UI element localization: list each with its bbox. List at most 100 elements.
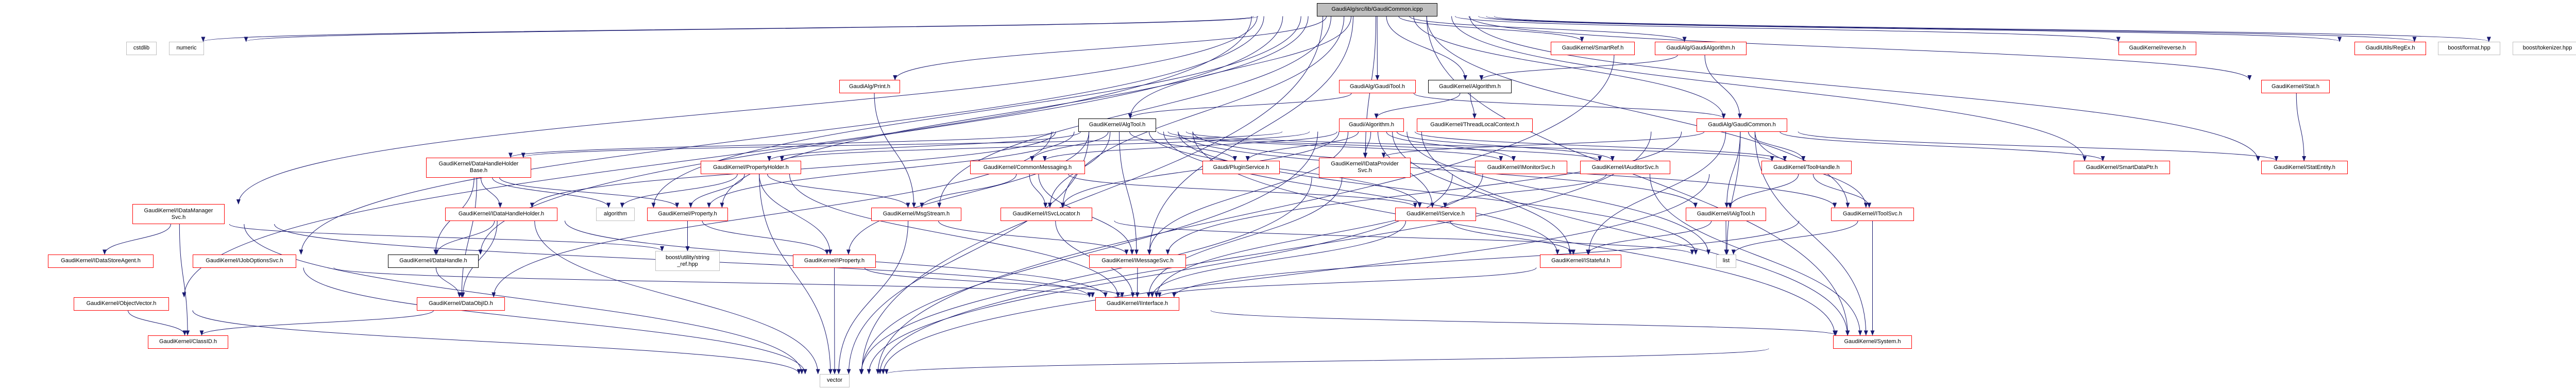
node-label: GaudiKernel/ThreadLocalContext.h	[1430, 122, 1519, 128]
node-ialg-tool[interactable]: GaudiKernel/IAlgTool.h	[1686, 207, 1766, 221]
edge-GaudiCommon-to-System	[1754, 131, 1868, 336]
node-label: GaudiKernel/ISvcLocator.h	[1012, 211, 1080, 217]
node-idata-handle-holder[interactable]: GaudiKernel/IDataHandleHolder.h	[445, 207, 557, 221]
edge-PropertyHolder-to-IInterface	[789, 174, 1120, 298]
node-list[interactable]: list	[1716, 254, 1736, 268]
node-property[interactable]: GaudiKernel/Property.h	[647, 207, 728, 221]
node-gaudi-common[interactable]: GaudiAlg/GaudiCommon.h	[1697, 118, 1787, 132]
edge-AlgTool-to-CommonMessaging	[1030, 131, 1109, 161]
node-tool-handle[interactable]: GaudiKernel/ToolHandle.h	[1761, 161, 1852, 174]
edge-root-to-ISvcLocator	[1061, 16, 1345, 208]
edge-AlgTool-to-IStateful	[1163, 131, 1560, 255]
node-label: GaudiKernel/StatEntity.h	[2274, 164, 2335, 171]
edge-root-to-IDataManagerSvc	[236, 16, 1258, 205]
node-msg-stream[interactable]: GaudiKernel/MsgStream.h	[871, 207, 961, 221]
node-algorithm[interactable]: GaudiKernel/Algorithm.h	[1428, 80, 1512, 93]
node-itool-svc[interactable]: GaudiKernel/IToolSvc.h	[1831, 207, 1914, 221]
node-istateful[interactable]: GaudiKernel/IStateful.h	[1540, 254, 1621, 268]
node-label: vector	[827, 377, 842, 383]
edge-DataHandleHolderBase-to-algorithm	[492, 177, 611, 208]
node-idata-provider-svc[interactable]: GaudiKernel/IDataProvider Svc.h	[1319, 157, 1411, 178]
node-stat-entity[interactable]: GaudiKernel/StatEntity.h	[2261, 161, 2348, 174]
node-label: GaudiKernel/Property.h	[658, 211, 717, 217]
node-imonitor-svc[interactable]: GaudiKernel/IMonitorSvc.h	[1475, 161, 1567, 174]
node-label: GaudiKernel/IToolSvc.h	[1843, 211, 1902, 217]
node-label: Svc.h	[171, 214, 186, 221]
node-reg-ex[interactable]: GaudiUtils/RegEx.h	[2354, 41, 2426, 55]
node-ijob-options-svc[interactable]: GaudiKernel/IJobOptionsSvc.h	[193, 254, 296, 268]
node-label: GaudiKernel/IDataHandleHolder.h	[458, 211, 545, 217]
node-iinterface[interactable]: GaudiKernel/IInterface.h	[1095, 297, 1179, 311]
node-label: Gaudi/PluginService.h	[1213, 164, 1269, 171]
edge-root-to-AlgTool	[1128, 16, 1352, 119]
node-label: GaudiKernel/MsgStream.h	[883, 211, 950, 217]
edge-IService-to-IStateful	[1450, 221, 1575, 255]
node-print[interactable]: GaudiAlg/Print.h	[839, 80, 900, 93]
node-string_ref[interactable]: boost/utility/string _ref.hpp	[655, 251, 720, 271]
edge-PropertyHolder-to-Property	[688, 174, 745, 208]
node-gaudi-tool[interactable]: GaudiAlg/GaudiTool.h	[1339, 80, 1416, 93]
node-system[interactable]: GaudiKernel/System.h	[1833, 335, 1912, 349]
edge-AlgTool-to-IService	[1148, 131, 1422, 208]
node-data-handle[interactable]: GaudiKernel/DataHandle.h	[388, 254, 479, 268]
edge-IAuditorSvc-to-IService	[1443, 174, 1607, 208]
edge-MsgStream-to-IMessageSvc	[938, 221, 1129, 255]
node-label: GaudiUtils/RegEx.h	[2365, 45, 2415, 51]
node-format[interactable]: boost/format.hpp	[2438, 41, 2500, 55]
node-smart-ref[interactable]: GaudiKernel/SmartRef.h	[1551, 41, 1635, 55]
edge-root-to-Print	[893, 16, 1327, 80]
edge-IDataManagerSvc-to-vector	[244, 224, 804, 375]
edge-GaudiCommon-to-SmartDataPtr	[1780, 131, 2105, 161]
node-label: boost/format.hpp	[2448, 45, 2490, 51]
node-common-messaging[interactable]: GaudiKernel/CommonMessaging.h	[970, 161, 1085, 174]
node-label: list	[1722, 258, 1730, 264]
node-label: GaudiKernel/DataHandleHolder	[438, 161, 519, 167]
node-label: GaudiKernel/IService.h	[1406, 211, 1465, 217]
node-numeric[interactable]: numeric	[169, 41, 204, 55]
node-alg-tool[interactable]: GaudiKernel/AlgTool.h	[1078, 118, 1156, 132]
node-algorithm[interactable]: algorithm	[596, 207, 635, 221]
edge-AlgTool-to-IMessageSvc	[1118, 131, 1139, 255]
node-label: numeric	[176, 45, 197, 51]
edge-PropertyHolder-to-IProperty	[759, 174, 833, 255]
node-tokenizer[interactable]: boost/tokenizer.hpp	[2513, 41, 2576, 55]
node-stat[interactable]: GaudiKernel/Stat.h	[2261, 80, 2330, 93]
edge-DataHandleHolderBase-to-IDataHandleHolder	[480, 177, 502, 208]
edge-AlgTool-to-vector	[846, 131, 1090, 375]
node-idata-manager-svc[interactable]: GaudiKernel/IDataManager Svc.h	[132, 204, 225, 224]
node-idata-store-agent[interactable]: GaudiKernel/IDataStoreAgent.h	[48, 254, 154, 268]
edge-PropertyHolder-to-MsgStream	[767, 174, 910, 208]
node-thread-local-context[interactable]: GaudiKernel/ThreadLocalContext.h	[1417, 118, 1533, 132]
node-root[interactable]: GaudiAlg/src/lib/GaudiCommon.icpp	[1317, 3, 1437, 16]
edge-GaudiAlgorithmCore-to-CommonMessaging	[1043, 131, 1337, 161]
node-property-holder[interactable]: GaudiKernel/PropertyHolder.h	[701, 161, 801, 174]
node-label: GaudiAlg/GaudiCommon.h	[1708, 122, 1776, 128]
node-gaudi-algorithm-core[interactable]: Gaudi/Algorithm.h	[1339, 118, 1404, 132]
node-data-obj-id[interactable]: GaudiKernel/DataObjID.h	[417, 297, 505, 311]
node-class-id[interactable]: GaudiKernel/ClassID.h	[148, 335, 228, 349]
node-iservice[interactable]: GaudiKernel/IService.h	[1395, 207, 1476, 221]
node-isvc-locator[interactable]: GaudiKernel/ISvcLocator.h	[1001, 207, 1092, 221]
node-label: GaudiKernel/System.h	[1844, 338, 1901, 345]
edge-GaudiAlgorithmCore-to-System	[1421, 131, 1850, 336]
node-gaudi-algorithm[interactable]: GaudiAlg/GaudiAlgorithm.h	[1655, 41, 1747, 55]
node-iauditor-svc[interactable]: GaudiKernel/IAuditorSvc.h	[1580, 161, 1670, 174]
edge-ObjectVector-to-ClassID	[127, 310, 187, 336]
node-label: GaudiKernel/SmartRef.h	[1562, 45, 1624, 51]
edge-AlgTool-to-IProperty	[846, 131, 1090, 255]
node-data-handle-holder-base[interactable]: GaudiKernel/DataHandleHolder Base.h	[426, 157, 531, 178]
node-cstdlib[interactable]: cstdlib	[126, 41, 157, 55]
edge-GaudiAlgorithmCore-to-PluginService	[1245, 131, 1359, 161]
edge-GaudiAlgorithmCore-to-vector	[859, 131, 1318, 375]
node-plugin-service[interactable]: Gaudi/PluginService.h	[1202, 161, 1280, 174]
node-smart-data-ptr[interactable]: GaudiKernel/SmartDataPtr.h	[2074, 161, 2170, 174]
node-iproperty[interactable]: GaudiKernel/IProperty.h	[793, 254, 876, 268]
edge-GaudiAlgorithmCore-to-ToolHandle	[1414, 131, 1787, 161]
node-vector[interactable]: vector	[820, 374, 850, 387]
edge-root-to-tokenizer	[1494, 16, 2491, 42]
node-imessage-svc[interactable]: GaudiKernel/IMessageSvc.h	[1089, 254, 1186, 268]
node-reverse[interactable]: GaudiKernel/reverse.h	[2119, 41, 2196, 55]
edge-root-to-RegEx	[1478, 16, 2342, 42]
node-object-vector[interactable]: GaudiKernel/ObjectVector.h	[74, 297, 169, 311]
